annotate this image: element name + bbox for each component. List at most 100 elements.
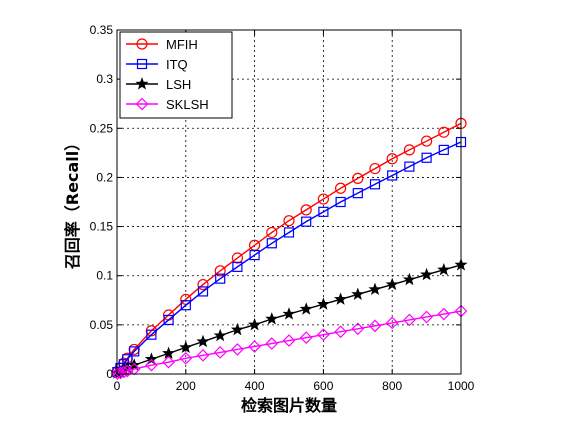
data-point-sklsh [299,331,313,344]
legend-label-itq: ITQ [166,57,188,72]
data-point-sklsh [368,319,382,333]
data-point-lsh [144,352,158,365]
y-tick-label: 0.2 [96,170,113,184]
data-point-itq [438,144,449,156]
series-line-mfih [116,122,462,373]
data-point-mfih [283,215,295,227]
data-point-lsh [282,307,296,320]
data-point-mfih [352,172,364,185]
data-point-itq [232,261,243,272]
x-tick-label: 600 [313,379,333,393]
x-tick-label: 0 [114,379,121,393]
data-point-mfih [300,204,312,216]
data-point-itq [404,161,415,172]
data-point-sklsh [351,322,365,336]
data-point-mfih [386,153,398,165]
data-point-sklsh [179,351,193,365]
legend-marker-mfih [136,38,148,50]
data-point-itq [387,170,398,181]
data-point-mfih [403,144,415,156]
data-point-mfih [231,252,243,264]
legend: MFIH ITQ LSH SKLSH [119,31,233,119]
data-point-mfih [438,126,450,138]
data-point-itq [352,188,363,199]
y-tick-label: 0.15 [90,220,114,234]
data-point-mfih [180,293,192,305]
data-point-itq [180,300,191,311]
x-axis-label: 检索图片数量 [241,396,337,415]
data-point-itq [266,238,277,249]
y-tick-label: 0.35 [90,23,114,37]
data-point-sklsh [248,340,261,353]
axis-ticks: 0 200 400 600 800 1000 0 0.05 0.1 0.15 0.2 0.25 0.3 0… [90,23,475,393]
data-point-mfih [266,226,278,239]
data-point-sklsh [162,355,175,369]
legend-marker-sklsh [135,97,149,111]
legend-entry-lsh: LSH [126,77,191,92]
data-point-lsh [248,317,262,331]
x-tick-label: 400 [245,379,265,393]
data-point-sklsh [117,365,131,379]
data-point-sklsh [403,313,416,327]
legend-entry-sklsh: SKLSH [126,97,209,112]
data-point-itq [249,249,260,261]
data-series [110,117,468,380]
data-point-lsh [402,272,416,286]
data-point-itq [335,196,346,208]
data-point-lsh [179,340,193,354]
y-tick-label: 0 [106,367,113,381]
data-point-sklsh [196,348,210,362]
series-line-itq [116,141,462,373]
data-point-lsh [196,334,210,348]
legend-entry-itq: ITQ [126,57,188,72]
data-point-lsh [420,267,434,281]
data-point-lsh [316,297,330,310]
y-tick-label: 0.3 [96,72,113,86]
data-point-itq [163,314,174,326]
data-point-mfih [317,193,329,205]
x-tick-label: 800 [382,379,402,393]
data-point-sklsh [120,364,134,378]
data-point-sklsh [334,325,347,339]
data-point-lsh [299,302,313,315]
data-point-sklsh [437,307,451,321]
x-tick-label: 1000 [448,379,475,393]
data-point-sklsh [317,328,330,342]
data-point-mfih [197,278,209,291]
data-point-sklsh [231,343,244,356]
y-tick-label: 0.1 [96,269,113,283]
data-point-sklsh [385,316,399,330]
data-point-sklsh [127,362,141,376]
data-point-itq [318,206,329,217]
data-point-sklsh [213,346,227,359]
data-point-lsh [230,322,244,336]
data-point-lsh [368,282,382,296]
data-point-lsh [437,262,451,276]
legend-entry-mfih: MFIH [126,37,198,52]
data-point-lsh [213,328,227,342]
data-point-itq [369,179,381,190]
data-point-itq [283,227,295,238]
data-point-sklsh [282,334,296,347]
data-point-itq [215,273,226,284]
y-tick-label: 0.05 [90,318,114,332]
x-tick-label: 200 [176,379,196,393]
data-point-sklsh [145,358,158,372]
y-axis-label: 召回率（Recall） [63,135,82,269]
data-point-itq [146,329,157,340]
legend-label-sklsh: SKLSH [166,97,209,112]
legend-marker-lsh [135,77,149,90]
data-point-itq [197,286,209,297]
data-point-itq [421,152,432,163]
series-sklsh [110,304,468,380]
data-point-mfih [421,135,433,147]
series-line-sklsh [117,310,462,375]
data-point-lsh [351,287,365,300]
plot-frame [116,29,462,375]
data-point-lsh [334,292,348,305]
data-point-sklsh [265,337,279,350]
data-point-sklsh [110,367,124,380]
legend-label-lsh: LSH [166,77,191,92]
legend-marker-itq [136,58,148,70]
